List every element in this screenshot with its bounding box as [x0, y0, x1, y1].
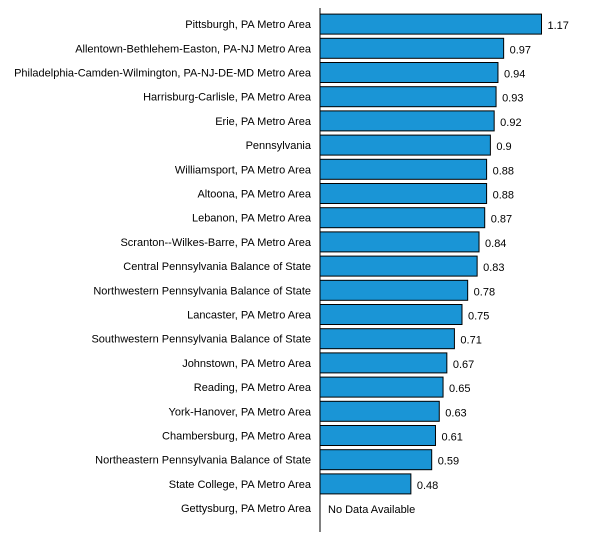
- bar: [319, 304, 463, 325]
- category-label: Northeastern Pennsylvania Balance of Sta…: [95, 455, 311, 467]
- data-label: 0.75: [468, 311, 489, 323]
- bar: [319, 328, 455, 350]
- data-label: 0.71: [460, 335, 481, 347]
- category-label: Johnstown, PA Metro Area: [182, 358, 312, 370]
- bar: [319, 400, 440, 422]
- data-label: 0.88: [493, 165, 514, 177]
- category-label: Northwestern Pennsylvania Balance of Sta…: [93, 285, 311, 297]
- data-label: 0.84: [485, 238, 506, 250]
- bar: [319, 158, 488, 180]
- data-label: 0.65: [449, 383, 470, 395]
- category-label: Central Pennsylvania Balance of State: [123, 261, 311, 273]
- bar: [319, 207, 486, 229]
- bar: [319, 231, 480, 253]
- category-label: Williamsport, PA Metro Area: [175, 164, 312, 176]
- data-label: 0.67: [453, 359, 474, 371]
- category-label: Harrisburg-Carlisle, PA Metro Area: [143, 92, 312, 104]
- category-label: Philadelphia-Camden-Wilmington, PA-NJ-DE…: [14, 68, 312, 80]
- category-label: Allentown-Bethlehem-Easton, PA-NJ Metro …: [75, 43, 312, 55]
- data-label: 0.61: [441, 432, 462, 444]
- bar: [319, 376, 444, 398]
- data-label: 0.63: [445, 407, 466, 419]
- category-label: Lancaster, PA Metro Area: [187, 310, 312, 322]
- no-data-label: No Data Available: [328, 504, 415, 516]
- data-label: 0.97: [510, 44, 531, 56]
- bar: [319, 134, 491, 156]
- bar: [319, 352, 448, 374]
- bar: [319, 13, 542, 35]
- category-label: Pennsylvania: [246, 140, 312, 152]
- bar: [319, 473, 412, 495]
- category-label: Erie, PA Metro Area: [215, 116, 312, 128]
- category-label: Lebanon, PA Metro Area: [192, 213, 312, 225]
- category-labels: Pittsburgh, PA Metro Area Allentown-Bethl…: [14, 19, 312, 515]
- bar: [319, 37, 505, 59]
- data-label: 0.87: [491, 214, 512, 226]
- bar: [319, 449, 433, 471]
- value-labels: 1.17 0.97 0.94 0.93 0.92 0.9 0.88 0.88 0.87 0.84 0…: [328, 20, 569, 516]
- category-label: Altoona, PA Metro Area: [197, 189, 311, 201]
- category-label: Southwestern Pennsylvania Balance of Sta…: [91, 334, 311, 346]
- bars: [319, 13, 542, 495]
- data-label: 0.9: [496, 141, 511, 153]
- data-label: 1.17: [548, 20, 569, 32]
- category-label: Pittsburgh, PA Metro Area: [185, 19, 312, 31]
- data-label: 0.83: [483, 262, 504, 274]
- category-label: Gettysburg, PA Metro Area: [181, 503, 312, 515]
- bar: [319, 425, 436, 446]
- data-label: 0.78: [474, 286, 495, 298]
- bar: [319, 86, 497, 108]
- bar: [319, 110, 495, 132]
- data-label: 0.48: [417, 480, 438, 492]
- data-label: 0.88: [493, 190, 514, 202]
- data-label: 0.59: [438, 456, 459, 468]
- bar: [319, 62, 499, 83]
- data-label: 0.93: [502, 93, 523, 105]
- category-label: York-Hanover, PA Metro Area: [169, 406, 312, 418]
- category-label: Scranton--Wilkes-Barre, PA Metro Area: [120, 237, 311, 249]
- bar: [319, 279, 469, 301]
- bar: [319, 255, 478, 277]
- data-label: 0.94: [504, 69, 525, 81]
- category-label: Chambersburg, PA Metro Area: [162, 431, 312, 443]
- data-label: 0.92: [500, 117, 521, 129]
- category-label: State College, PA Metro Area: [169, 479, 312, 491]
- bar: [319, 183, 488, 204]
- category-label: Reading, PA Metro Area: [194, 382, 312, 394]
